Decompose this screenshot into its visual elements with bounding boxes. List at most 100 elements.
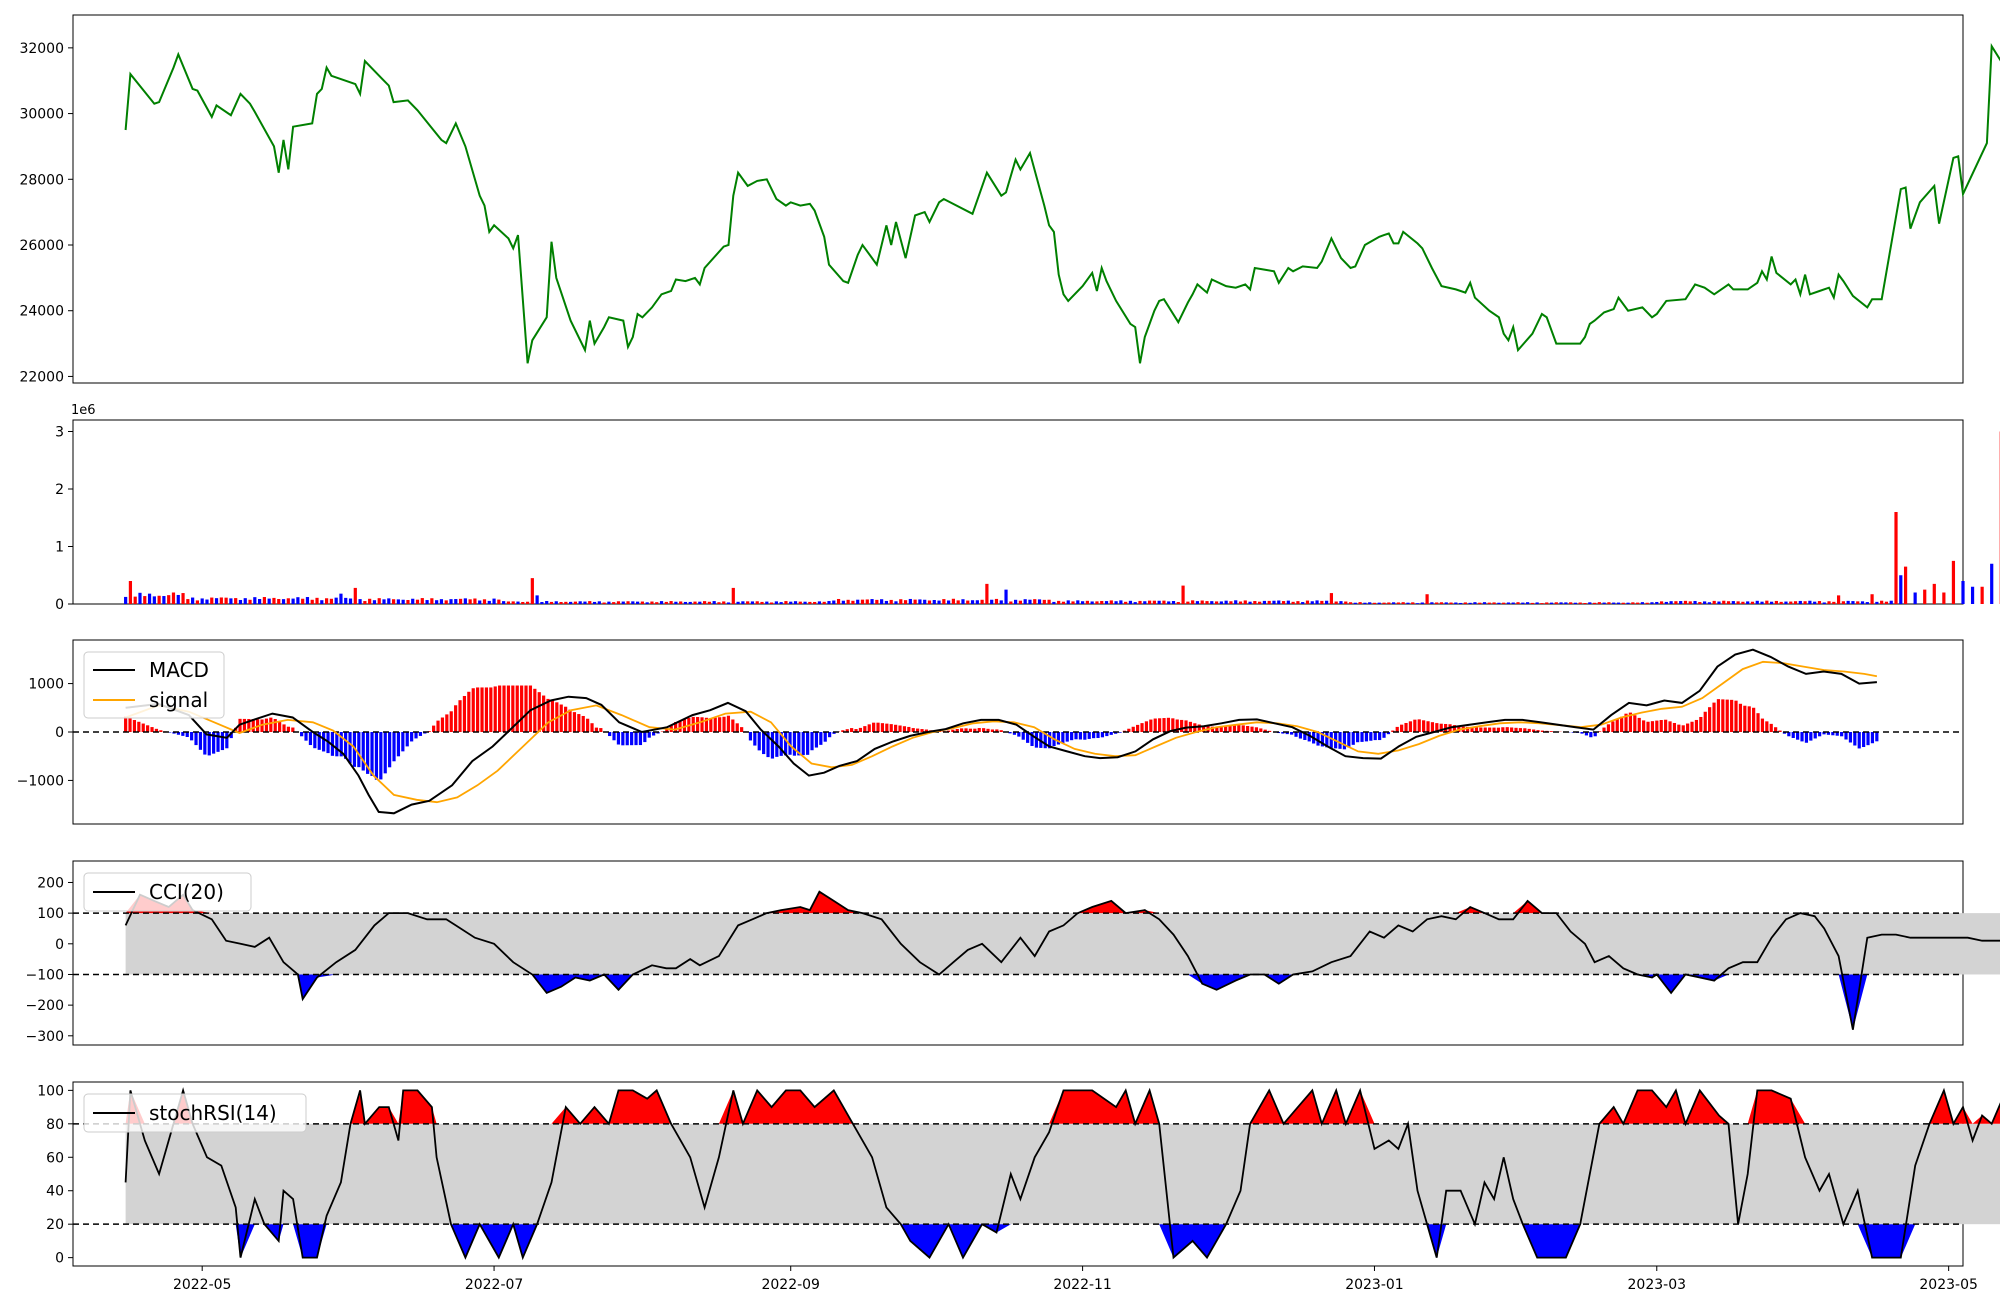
macd-hist-bar <box>630 732 634 746</box>
macd-hist-bar <box>1791 732 1795 738</box>
macd-hist-bar <box>1822 732 1826 735</box>
macd-hist-bar <box>1848 732 1853 743</box>
volume-bar <box>626 601 630 604</box>
macd-hist-bar <box>735 723 739 732</box>
macd-hist-bar <box>220 732 225 751</box>
volume-bar <box>722 601 726 604</box>
volume-bar <box>1339 601 1343 604</box>
macd-hist-bar <box>198 732 203 750</box>
volume-bar <box>152 596 156 604</box>
macd-hist-bar <box>828 732 832 738</box>
macd-hist-bar <box>1153 718 1157 732</box>
macd-hist-bar <box>718 717 722 732</box>
volume-bar <box>1363 602 1367 604</box>
macd-y-tick-label: 1000 <box>28 677 64 693</box>
macd-hist-bar <box>1140 723 1144 732</box>
volume-bar <box>1205 601 1209 604</box>
macd-hist-bar <box>1083 732 1087 740</box>
macd-hist-bar <box>924 729 929 732</box>
macd-hist-bar <box>770 732 775 759</box>
macd-hist-bar <box>374 732 379 780</box>
volume-bar <box>884 600 889 604</box>
macd-hist-bar <box>1373 732 1377 741</box>
macd-hist-bar <box>1532 729 1536 732</box>
macd-hist-bar <box>638 732 643 746</box>
macd-hist-bar <box>1356 732 1360 743</box>
volume-bar <box>798 601 802 604</box>
macd-hist-bar <box>1826 732 1831 735</box>
macd-hist-bar <box>1818 732 1822 737</box>
macd-hist-bar <box>1505 727 1509 732</box>
macd-hist-bar <box>269 717 273 732</box>
macd-hist-bar <box>911 728 915 732</box>
macd-hist-bar <box>286 726 291 732</box>
volume-bar <box>927 600 932 604</box>
volume-bar <box>746 601 750 604</box>
volume-bar <box>1616 602 1621 604</box>
macd-hist-bar <box>704 717 709 732</box>
volume-bar <box>1296 601 1300 604</box>
macd-hist-bar <box>1765 721 1769 732</box>
macd-hist-bar <box>885 723 889 732</box>
volume-bar <box>1631 602 1635 604</box>
volume-bar <box>597 601 601 604</box>
volume-bar <box>377 598 381 604</box>
macd-hist-bar <box>722 716 726 732</box>
macd-hist-bar <box>731 719 735 732</box>
volume-bar <box>315 597 319 604</box>
macd-hist-bar <box>1510 727 1514 732</box>
volume-bar <box>1492 602 1496 604</box>
macd-hist-bar <box>1215 727 1219 732</box>
volume-bar <box>1277 600 1281 604</box>
volume-bar <box>272 597 276 604</box>
price-y-tick-label: 32000 <box>19 41 64 57</box>
volume-bar <box>243 598 247 604</box>
macd-hist-bar <box>1303 732 1307 740</box>
volume-bar <box>1401 602 1405 604</box>
macd-hist-bar <box>1439 723 1443 732</box>
volume-bar <box>1502 602 1506 604</box>
macd-hist-bar <box>427 731 431 732</box>
volume-bar <box>803 601 807 604</box>
volume-bar <box>1640 602 1645 604</box>
volume-bar <box>1047 599 1051 604</box>
macd-hist-bar <box>159 730 163 732</box>
macd-hist-bar <box>1228 725 1232 732</box>
macd-hist-bar <box>1483 727 1487 732</box>
macd-hist-bar <box>594 727 599 732</box>
volume-bar <box>1650 602 1654 604</box>
volume-bar <box>368 598 372 604</box>
volume-bar <box>425 600 429 604</box>
volume-bar <box>540 602 544 604</box>
macd-hist-bar <box>405 732 409 747</box>
volume-bar <box>1430 602 1434 604</box>
volume-y-tick-label: 1 <box>55 540 64 556</box>
volume-bar <box>769 602 774 604</box>
macd-hist-bar <box>1087 732 1091 739</box>
volume-bar <box>961 599 965 604</box>
volume-bar <box>482 599 487 604</box>
macd-hist-bar <box>814 732 819 748</box>
macd-hist-bar <box>1672 722 1677 732</box>
stochrsi-panel: 0 20 40 60 80 100 stochRSI(14) <box>37 1081 2000 1267</box>
stochrsi-oversold-fill <box>125 1224 2000 1258</box>
macd-hist-bar <box>1589 732 1593 738</box>
macd-hist-bar <box>696 717 700 732</box>
macd-hist-bar <box>1070 732 1074 741</box>
macd-hist-bar <box>462 695 467 732</box>
volume-bar <box>1071 601 1075 604</box>
volume-bar <box>176 594 180 604</box>
volume-bar <box>937 600 941 604</box>
volume-bar <box>1162 600 1166 604</box>
macd-hist-bar <box>1831 732 1835 736</box>
volume-bar <box>870 599 874 604</box>
volume-bar <box>1592 602 1597 604</box>
volume-bar <box>358 599 362 604</box>
price-frame <box>72 14 1964 384</box>
macd-hist-bar <box>264 718 269 732</box>
macd-hist-bar <box>1866 732 1870 746</box>
volume-bar <box>525 601 530 604</box>
volume-bar <box>210 597 214 604</box>
volume-bar <box>1358 602 1362 604</box>
macd-hist-bar <box>480 687 484 732</box>
